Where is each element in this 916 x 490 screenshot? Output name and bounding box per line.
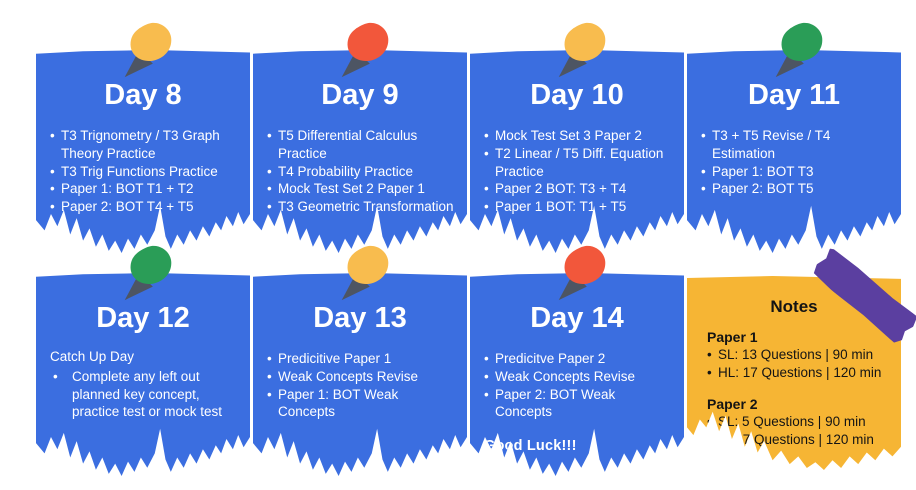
list-item: Predicitve Paper 2 [484, 350, 672, 368]
list-item: T3 Geometric Transformation [267, 198, 455, 216]
note-day-10: Day 10 Mock Test Set 3 Paper 2T2 Linear … [470, 22, 684, 255]
list-item: Paper 1: BOT Weak Concepts [267, 386, 455, 421]
list-item: Paper 2: BOT T5 [701, 180, 889, 198]
pin-head [347, 245, 389, 284]
note-paper: Day 12 Catch Up Day Complete any left ou… [36, 273, 250, 476]
list-item: Complete any left out planned key concep… [50, 368, 238, 421]
note-paper: Day 9 T5 Differential Calculus PracticeT… [253, 50, 467, 253]
pin-head [130, 22, 172, 61]
list-item: Paper 1: BOT T1 + T2 [50, 180, 238, 198]
note-title: Day 13 [313, 302, 407, 334]
list-item: SL: 13 Questions | 90 min [707, 346, 893, 364]
list-item: Paper 2: BOT Weak Concepts [484, 386, 672, 421]
notes-section-paper-1: Paper 1 SL: 13 Questions | 90 minHL: 17 … [687, 329, 901, 381]
section-heading: Paper 2 [707, 396, 758, 413]
pushpin-icon [775, 22, 823, 78]
pin-head [781, 22, 823, 61]
list-item: T4 Probability Practice [267, 163, 455, 181]
note-day-9: Day 9 T5 Differential Calculus PracticeT… [253, 22, 467, 255]
list-item: HL: 7 Questions | 120 min [707, 431, 893, 449]
note-items: T3 Trignometry / T3 Graph Theory Practic… [36, 127, 250, 215]
note-intro: Catch Up Day [50, 349, 135, 365]
pushpin-icon [341, 245, 389, 301]
list-item: SL: 5 Questions | 90 min [707, 413, 893, 431]
list-item: Paper 2 BOT: T3 + T4 [484, 180, 672, 198]
list-item: T3 Trignometry / T3 Graph Theory Practic… [50, 127, 238, 162]
section-items: SL: 5 Questions | 90 minHL: 7 Questions … [687, 413, 901, 448]
section-items: SL: 13 Questions | 90 minHL: 17 Question… [687, 346, 901, 381]
pin-head [347, 22, 389, 61]
note-day-8: Day 8 T3 Trignometry / T3 Graph Theory P… [36, 22, 250, 255]
note-title: Day 11 [748, 79, 840, 111]
section-heading: Paper 1 [707, 329, 758, 345]
pushpin-icon [341, 22, 389, 78]
list-item: Predicitive Paper 1 [267, 350, 455, 368]
pin-head [564, 22, 606, 61]
list-item: Paper 2: BOT T4 + T5 [50, 198, 238, 216]
note-items: Predicitive Paper 1Weak Concepts ReviseP… [253, 350, 467, 420]
list-item: T3 + T5 Revise / T4 Estimation [701, 127, 889, 162]
list-item: Weak Concepts Revise [267, 368, 455, 386]
note-day-12: Day 12 Catch Up Day Complete any left ou… [36, 245, 250, 478]
list-item: T2 Linear / T5 Diff. Equation Practice [484, 145, 672, 180]
list-item: Paper 1 BOT: T1 + T5 [484, 198, 672, 216]
pushpin-icon [124, 22, 172, 78]
note-title: Day 14 [530, 302, 624, 334]
list-item: Mock Test Set 2 Paper 1 [267, 180, 455, 198]
pin-head [564, 245, 606, 284]
pushpin-icon [558, 22, 606, 78]
note-paper: Day 13 Predicitive Paper 1Weak Concepts … [253, 273, 467, 476]
notes-card-title: Notes [770, 297, 818, 316]
list-item: HL: 17 Questions | 120 min [707, 364, 893, 382]
note-paper: Day 8 T3 Trignometry / T3 Graph Theory P… [36, 50, 250, 253]
note-title: Day 12 [96, 302, 190, 334]
pin-head [130, 245, 172, 284]
list-item: Paper 1: BOT T3 [701, 163, 889, 181]
note-items: Complete any left out planned key concep… [36, 368, 250, 421]
note-day-13: Day 13 Predicitive Paper 1Weak Concepts … [253, 245, 467, 478]
note-items: Mock Test Set 3 Paper 2T2 Linear / T5 Di… [470, 127, 684, 215]
note-items: T3 + T5 Revise / T4 EstimationPaper 1: B… [687, 127, 901, 197]
pushpin-icon [558, 245, 606, 301]
notes-section-paper-2: Paper 2 SL: 5 Questions | 90 minHL: 7 Qu… [687, 396, 901, 448]
good-luck-text: Good Luck!!! [484, 437, 577, 454]
notes-card: Notes Paper 1 SL: 13 Questions | 90 minH… [687, 276, 901, 470]
list-item: T5 Differential Calculus Practice [267, 127, 455, 162]
note-title: Day 10 [530, 79, 624, 111]
pushpin-icon [124, 245, 172, 301]
list-item: Weak Concepts Revise [484, 368, 672, 386]
note-title: Day 8 [104, 79, 182, 111]
note-day-11: Day 11 T3 + T5 Revise / T4 EstimationPap… [687, 22, 901, 255]
note-day-14: Day 14 Predicitve Paper 2Weak Concepts R… [470, 245, 684, 478]
note-paper: Day 11 T3 + T5 Revise / T4 EstimationPap… [687, 50, 901, 253]
list-item: T3 Trig Functions Practice [50, 163, 238, 181]
list-item: Mock Test Set 3 Paper 2 [484, 127, 672, 145]
note-items: Predicitve Paper 2Weak Concepts RevisePa… [470, 350, 684, 420]
note-paper: Day 10 Mock Test Set 3 Paper 2T2 Linear … [470, 50, 684, 253]
note-items: T5 Differential Calculus PracticeT4 Prob… [253, 127, 467, 215]
note-paper: Day 14 Predicitve Paper 2Weak Concepts R… [470, 273, 684, 476]
note-title: Day 9 [321, 79, 399, 111]
